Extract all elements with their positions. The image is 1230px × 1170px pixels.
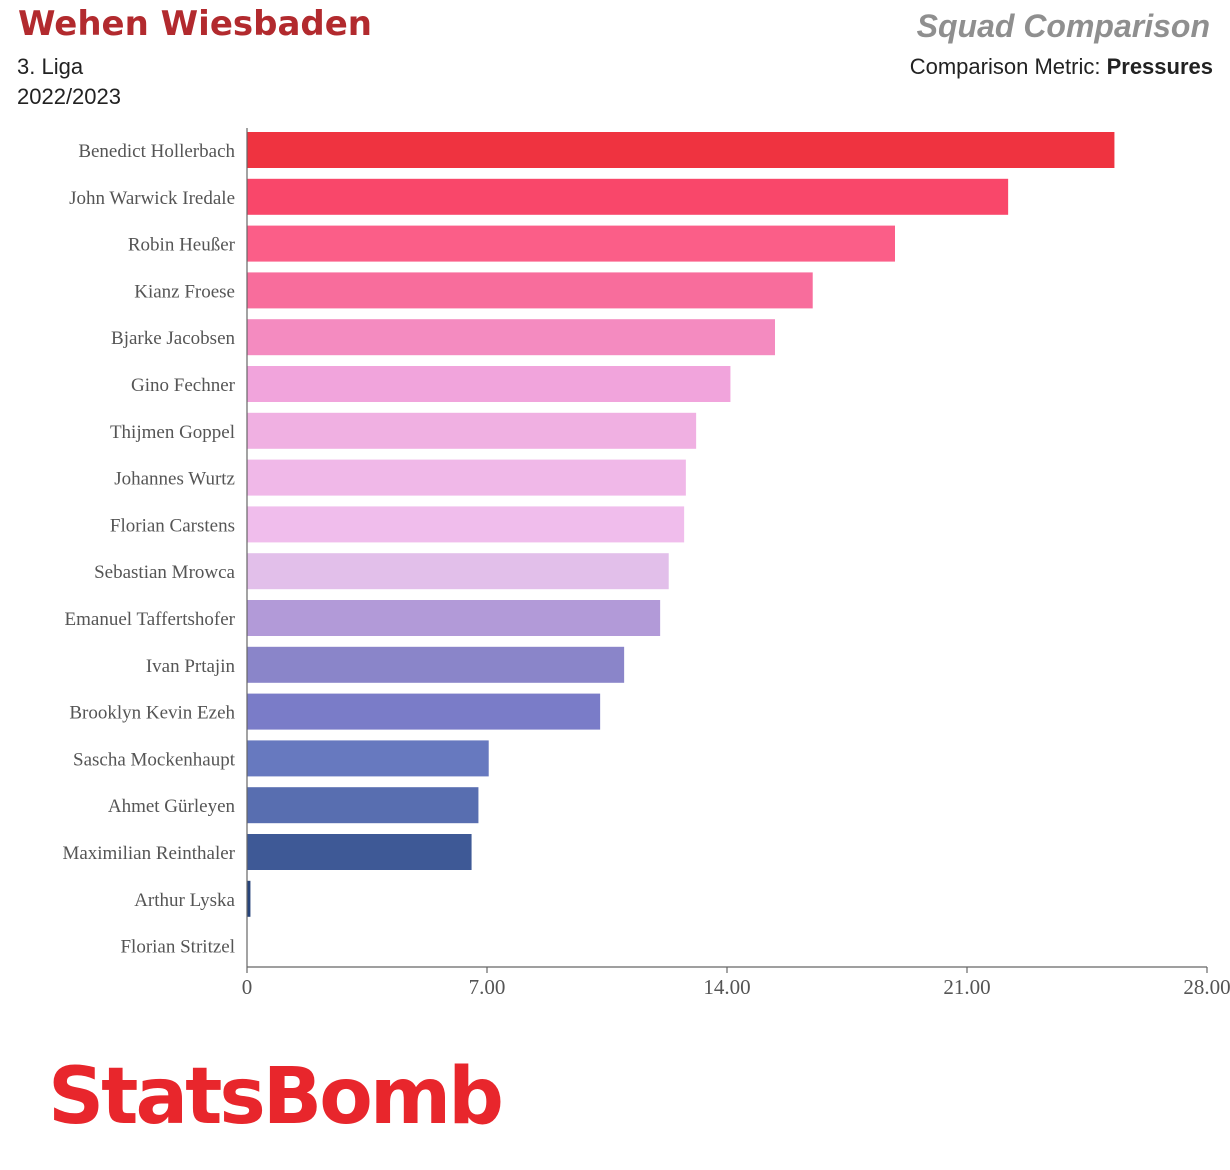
bar-gino-fechner [247, 366, 731, 402]
bar-ahmet-gurleyen [247, 787, 479, 824]
season-label: 2022/2023 [17, 84, 121, 109]
metric-prefix: Comparison Metric: [909, 54, 1107, 79]
bar-johannes-wurtz [247, 459, 686, 496]
y-tick-label: Johannes Wurtz [114, 469, 235, 490]
y-tick-label: Ivan Prtajin [146, 656, 236, 677]
y-tick-label: Benedict Hollerbach [78, 141, 235, 162]
bar-brooklyn-kevin-ezeh [247, 693, 601, 730]
y-tick-label: Gino Fechner [131, 375, 236, 396]
bar-chart: Benedict Hollerbach John Warwick Iredale R… [62, 128, 1230, 999]
bar-robin-heu-er [247, 225, 895, 262]
y-tick-label: Florian Carstens [110, 515, 235, 536]
y-tick-label: Ahmet Gürleyen [108, 796, 236, 817]
bar-kianz-froese [247, 272, 813, 309]
y-tick-label: Kianz Froese [134, 281, 235, 302]
metric-name: Pressures [1106, 54, 1213, 79]
bar-benedict-hollerbach [247, 132, 1115, 168]
y-tick-label: Robin Heußer [128, 235, 236, 256]
y-tick-label: Arthur Lyska [134, 890, 235, 911]
bar-emanuel-taffertshofer [247, 600, 661, 636]
y-tick-label: Sebastian Mrowca [94, 562, 235, 583]
league-label: 3. Liga [17, 54, 84, 79]
bar-john-warwick-iredale [247, 178, 1009, 215]
x-tick-label: 21.00 [943, 975, 990, 999]
y-tick-label: Sascha Mockenhaupt [73, 749, 236, 770]
bar-maximilian-reinthaler [247, 834, 472, 870]
bar-ivan-prtajin [247, 646, 625, 683]
bar-florian-carstens [247, 506, 685, 543]
chart-title: Squad Comparison [916, 8, 1210, 44]
y-tick-label: Maximilian Reinthaler [62, 843, 235, 864]
x-tick-label: 0 [242, 975, 253, 999]
bar-sebastian-mrowca [247, 553, 669, 590]
bar-thijmen-goppel [247, 412, 697, 449]
bar-sascha-mockenhaupt [247, 740, 489, 777]
team-name: Wehen Wiesbaden [18, 4, 372, 44]
y-tick-label: Thijmen Goppel [110, 422, 235, 443]
bar-bjarke-jacobsen [247, 319, 775, 356]
y-tick-label: John Warwick Iredale [69, 188, 235, 209]
x-tick-label: 14.00 [703, 975, 750, 999]
statsbomb-logo: StatsBomb [48, 1052, 504, 1142]
bar-arthur-lyska [247, 880, 251, 917]
comparison-metric: Comparison Metric: Pressures [910, 54, 1213, 80]
x-tick-label: 7.00 [469, 975, 506, 999]
y-tick-label: Emanuel Taffertshofer [65, 609, 236, 630]
y-tick-label: Brooklyn Kevin Ezeh [69, 703, 235, 724]
y-tick-label: Bjarke Jacobsen [111, 328, 235, 349]
x-tick-label: 28.00 [1183, 975, 1230, 999]
y-tick-label: Florian Stritzel [120, 937, 235, 958]
